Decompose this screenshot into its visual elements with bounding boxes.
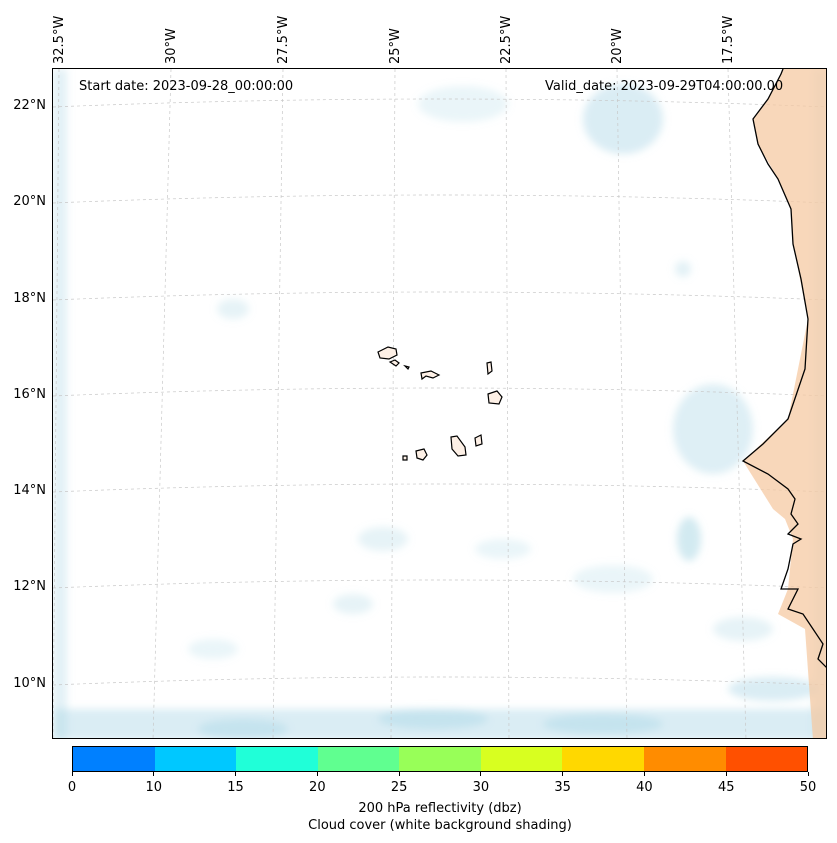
colorbar-tick-mark (562, 772, 564, 776)
colorbar-tick-mark (153, 772, 155, 776)
colorbar-tick-mark (235, 772, 237, 776)
colorbar-segment-25-30 (399, 747, 481, 771)
start-date-annotation: Start date: 2023-09-28_00:00:00 (79, 79, 294, 94)
lon-label-17-5w: 17.5°W (721, 15, 736, 64)
map-panel: Start date: 2023-09-28_00:00:00 Valid_da… (52, 68, 827, 739)
lat-label-14n: 14°N (13, 483, 46, 498)
colorbar-tick-mark (316, 772, 318, 776)
colorbar-tick-label: 40 (636, 780, 653, 795)
lon-label-22-5w: 22.5°W (499, 15, 514, 64)
cape-verde-islands (377, 346, 503, 461)
colorbar-tick-mark (643, 772, 645, 776)
colorbar-tick-mark (398, 772, 400, 776)
colorbar-tick-label: 15 (227, 780, 244, 795)
colorbar-segment-20-25 (317, 747, 400, 771)
island-maio (474, 434, 483, 447)
colorbar-tick-mark (725, 772, 727, 776)
island-sao-nicolau (420, 370, 441, 381)
colorbar-tick-label: 35 (554, 780, 571, 795)
lon-label-25w: 25°W (388, 28, 403, 64)
colorbar-segment-15-20 (236, 747, 318, 771)
island-santo-antao (377, 346, 398, 360)
cloud-cover-layer (53, 69, 826, 738)
colorbar-segment-30-35 (480, 747, 563, 771)
island-boa-vista (487, 390, 503, 405)
colorbar-label-cloud-cover: Cloud cover (white background shading) (308, 818, 572, 833)
colorbar-tick-label: 0 (67, 780, 77, 795)
colorbar-tick-mark (71, 772, 73, 776)
colorbar-segment-10-15 (154, 747, 237, 771)
lat-label-22n: 22°N (13, 98, 46, 113)
colorbar-tick-label: 45 (717, 780, 735, 795)
colorbar-segment-35-40 (562, 747, 644, 771)
africa-land (743, 69, 826, 738)
island-santa-luzia (403, 364, 410, 371)
map-canvas (53, 69, 826, 738)
colorbar-tick-mark (480, 772, 482, 776)
graticule (53, 69, 826, 738)
island-sal (486, 361, 493, 376)
lon-label-32-5w: 32.5°W (52, 15, 67, 64)
island-fogo (415, 448, 428, 461)
colorbar-tick-label: 10 (145, 780, 163, 795)
lat-label-10n: 10°N (13, 676, 46, 691)
island-santiago (450, 435, 467, 457)
colorbar-segment-40-45 (643, 747, 726, 771)
colorbar-segment-0-10 (73, 747, 155, 771)
lon-label-30w: 30°W (164, 28, 179, 64)
lon-label-20w: 20°W (610, 28, 625, 64)
lat-label-12n: 12°N (13, 579, 46, 594)
lat-label-20n: 20°N (13, 194, 46, 209)
africa-coastline (741, 69, 826, 668)
colorbar-label-reflectivity: 200 hPa reflectivity (dbz) (358, 801, 522, 816)
colorbar-tick-label: 20 (309, 780, 326, 795)
valid-date-annotation: Valid_date: 2023-09-29T04:00:00.00 (545, 79, 784, 94)
colorbar-segment-45-50 (725, 747, 808, 771)
colorbar-tick-label: 50 (799, 780, 817, 795)
colorbar-tick-label: 30 (472, 780, 490, 795)
lat-label-16n: 16°N (13, 387, 46, 402)
lat-label-18n: 18°N (13, 291, 46, 306)
colorbar-tick-mark (807, 772, 809, 776)
lon-label-27-5w: 27.5°W (276, 15, 291, 64)
island-brava (402, 455, 408, 461)
island-sao-vicente (388, 359, 400, 367)
reflectivity-colorbar (72, 746, 808, 772)
colorbar-tick-label: 25 (390, 780, 408, 795)
